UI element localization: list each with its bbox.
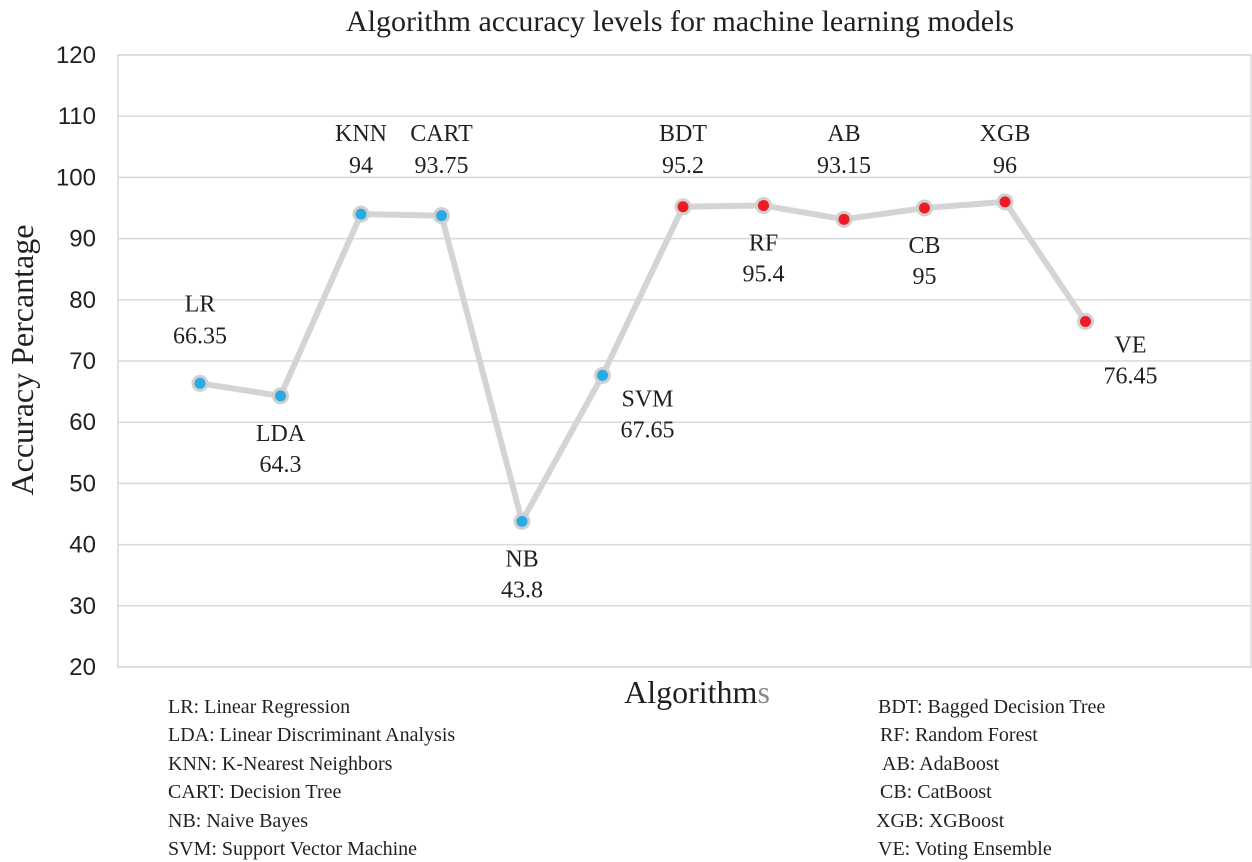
- y-tick-label: 40: [69, 532, 96, 559]
- point-name-label: KNN: [335, 121, 387, 147]
- data-point-nb: [513, 512, 531, 530]
- y-tick-label: 110: [58, 103, 96, 130]
- y-tick-label: 120: [56, 42, 96, 69]
- data-point-cart: [433, 207, 450, 225]
- marker-dot: [677, 201, 689, 213]
- point-value-label: 93.15: [817, 153, 871, 179]
- marker-dot: [436, 210, 447, 222]
- series-line-group: [197, 198, 1089, 525]
- data-point-bdt: [674, 198, 692, 216]
- legend-item: CB: CatBoost: [880, 781, 992, 803]
- data-point-xgb: [996, 193, 1014, 211]
- marker-dot: [194, 377, 206, 389]
- data-point-cb: [916, 199, 933, 217]
- point-value-label: 67.65: [621, 417, 675, 443]
- y-tick-label: 60: [69, 409, 96, 436]
- legend-item: RF: Random Forest: [880, 724, 1038, 746]
- point-name-label: LR: [185, 291, 216, 317]
- legend-item: LDA: Linear Discriminant Analysis: [168, 724, 455, 746]
- point-name-label: SVM: [621, 386, 673, 412]
- legend-item: NB: Naive Bayes: [168, 810, 308, 832]
- marker-dot: [275, 390, 286, 402]
- data-point-rf: [755, 197, 772, 215]
- point-name-label: BDT: [659, 121, 707, 147]
- point-name-label: VE: [1115, 333, 1147, 359]
- legend-item: LR: Linear Regression: [168, 696, 350, 718]
- legend-item: VE: Voting Ensemble: [878, 838, 1052, 860]
- point-name-label: NB: [505, 546, 538, 572]
- point-name-label: CB: [908, 233, 940, 259]
- y-tick-label: 80: [69, 287, 96, 314]
- point-value-label: 95: [913, 264, 937, 290]
- legend-item: KNN: K-Nearest Neighbors: [168, 753, 393, 775]
- marker-dot: [355, 208, 367, 220]
- legend-left: LR: Linear Regression LDA: Linear Discri…: [168, 696, 455, 860]
- series-line: [197, 198, 1089, 525]
- point-value-label: 96: [993, 153, 1017, 179]
- point-name-label: RF: [749, 231, 778, 257]
- marker-dot: [919, 202, 930, 214]
- data-point-ve: [1077, 313, 1094, 331]
- marker-dot: [1080, 316, 1091, 328]
- point-value-label: 43.8: [501, 577, 543, 603]
- point-name-label: AB: [827, 121, 860, 147]
- legend-item: SVM: Support Vector Machine: [168, 838, 417, 860]
- data-point-lda: [272, 387, 289, 405]
- marker-dot: [838, 213, 850, 225]
- data-labels: LR 66.35 LDA 64.3 KNN 94 CART 93.75 NB 43.8 SVM 67.…: [173, 121, 1158, 603]
- grid-lines: [118, 54, 1251, 668]
- point-name-label: CART: [410, 121, 473, 147]
- data-point-ab: [835, 210, 853, 228]
- x-axis-label-main: Algorithm: [624, 674, 757, 710]
- legend-item: AB: AdaBoost: [882, 753, 1000, 775]
- point-value-label: 66.35: [173, 323, 227, 349]
- point-value-label: 95.4: [743, 262, 785, 288]
- y-axis-ticks: 20 30 40 50 60 70 80 90 100 110 120: [56, 42, 96, 681]
- point-value-label: 93.75: [415, 153, 469, 179]
- data-point-lr: [191, 374, 209, 392]
- point-name-label: LDA: [256, 421, 306, 447]
- y-tick-label: 100: [56, 164, 96, 191]
- point-value-label: 94: [349, 153, 373, 179]
- legend-item: BDT: Bagged Decision Tree: [878, 696, 1105, 718]
- x-axis-label: Algorithms: [624, 674, 770, 710]
- marker-dot: [597, 369, 608, 381]
- marker-dot: [516, 515, 528, 527]
- legend-right: BDT: Bagged Decision Tree RF: Random For…: [876, 696, 1105, 860]
- data-point-knn: [352, 205, 370, 223]
- data-point-svm: [594, 366, 611, 384]
- point-value-label: 64.3: [260, 452, 302, 478]
- y-tick-label: 90: [69, 226, 96, 253]
- marker-dot: [758, 200, 769, 212]
- point-value-label: 76.45: [1104, 364, 1158, 390]
- legend-item: XGB: XGBoost: [876, 810, 1005, 832]
- y-tick-label: 30: [69, 593, 96, 620]
- chart-title: Algorithm accuracy levels for machine le…: [346, 5, 1014, 38]
- y-tick-label: 50: [69, 470, 96, 497]
- y-tick-label: 20: [69, 654, 96, 681]
- marker-dot: [999, 196, 1011, 208]
- y-tick-label: 70: [69, 348, 96, 375]
- y-axis-label: Accuracy Percantage: [4, 225, 40, 496]
- data-markers: [191, 193, 1094, 530]
- point-name-label: XGB: [980, 121, 1031, 147]
- point-value-label: 95.2: [662, 153, 704, 179]
- x-axis-label-tail: s: [757, 674, 769, 710]
- legend-item: CART: Decision Tree: [168, 781, 341, 803]
